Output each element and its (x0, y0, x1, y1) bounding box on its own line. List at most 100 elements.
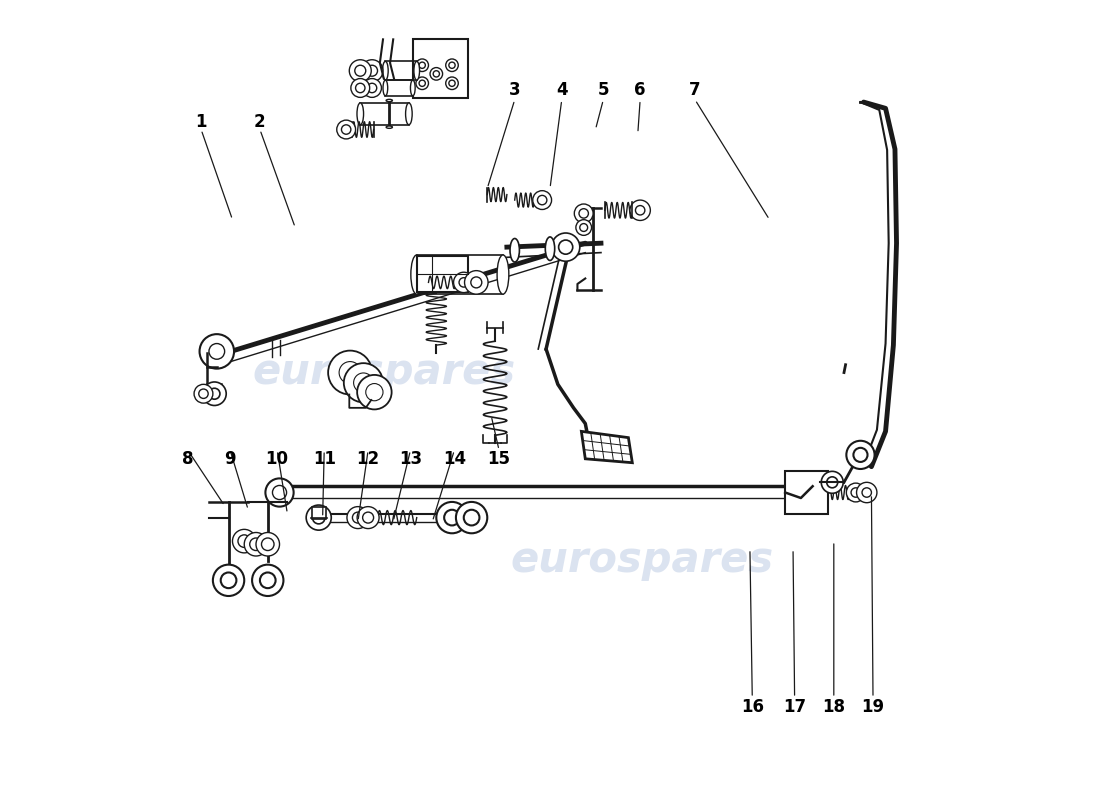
Circle shape (262, 538, 274, 550)
Circle shape (846, 441, 874, 469)
Circle shape (199, 334, 234, 369)
Text: eurospares: eurospares (510, 539, 774, 582)
Text: 17: 17 (783, 698, 806, 716)
Circle shape (851, 488, 860, 498)
Ellipse shape (383, 62, 388, 80)
Circle shape (350, 60, 371, 82)
Circle shape (363, 512, 374, 523)
Text: 16: 16 (740, 698, 763, 716)
Ellipse shape (546, 237, 554, 261)
Ellipse shape (358, 103, 364, 125)
Circle shape (416, 77, 429, 90)
Bar (417, 256, 467, 292)
Circle shape (449, 62, 455, 68)
Ellipse shape (386, 126, 393, 128)
Bar (412, 39, 468, 98)
Circle shape (453, 272, 474, 293)
Circle shape (366, 383, 383, 401)
Ellipse shape (410, 80, 415, 96)
Text: 3: 3 (509, 82, 520, 99)
Circle shape (446, 77, 459, 90)
Text: 9: 9 (224, 450, 235, 468)
Circle shape (579, 209, 588, 218)
Circle shape (358, 506, 379, 529)
Circle shape (355, 83, 365, 93)
Circle shape (538, 195, 547, 205)
Circle shape (328, 350, 372, 394)
Circle shape (846, 483, 866, 502)
Circle shape (559, 240, 573, 254)
Circle shape (194, 384, 213, 403)
Circle shape (312, 511, 324, 524)
Circle shape (209, 343, 224, 359)
Circle shape (532, 190, 551, 210)
Circle shape (358, 375, 392, 410)
Circle shape (273, 486, 287, 499)
Circle shape (367, 83, 376, 93)
Circle shape (209, 388, 220, 399)
Text: 14: 14 (443, 450, 466, 468)
Circle shape (260, 573, 276, 588)
Text: 4: 4 (556, 82, 568, 99)
Text: 2: 2 (254, 113, 266, 130)
Circle shape (464, 270, 488, 294)
Circle shape (252, 565, 284, 596)
Text: 18: 18 (823, 698, 845, 716)
Circle shape (459, 278, 469, 287)
Circle shape (551, 233, 580, 262)
Circle shape (221, 573, 236, 588)
Circle shape (353, 373, 373, 393)
Circle shape (337, 120, 355, 139)
Text: 1: 1 (196, 113, 207, 130)
Circle shape (419, 80, 426, 86)
Circle shape (449, 80, 455, 86)
Circle shape (464, 510, 480, 526)
Text: 8: 8 (182, 450, 194, 468)
Circle shape (419, 62, 426, 68)
Ellipse shape (414, 62, 419, 80)
Circle shape (446, 59, 459, 71)
Text: 13: 13 (399, 450, 422, 468)
Circle shape (827, 477, 838, 488)
Circle shape (630, 200, 650, 221)
Circle shape (636, 206, 645, 215)
Circle shape (352, 512, 363, 523)
Circle shape (361, 60, 383, 82)
Polygon shape (582, 431, 632, 462)
Circle shape (576, 220, 592, 235)
Bar (311, 507, 326, 519)
Circle shape (265, 478, 294, 506)
Text: 6: 6 (635, 82, 646, 99)
Circle shape (213, 565, 244, 596)
Circle shape (574, 204, 593, 223)
Text: 5: 5 (597, 82, 609, 99)
Circle shape (341, 125, 351, 134)
Circle shape (339, 362, 361, 383)
Text: 7: 7 (690, 82, 701, 99)
Text: eurospares: eurospares (252, 351, 515, 394)
Text: 11: 11 (312, 450, 336, 468)
Text: 12: 12 (356, 450, 380, 468)
Ellipse shape (510, 238, 519, 262)
Circle shape (455, 502, 487, 534)
Circle shape (857, 482, 877, 502)
Circle shape (244, 533, 267, 556)
Circle shape (202, 382, 227, 406)
Ellipse shape (386, 99, 393, 102)
Circle shape (854, 448, 868, 462)
Text: 19: 19 (861, 698, 884, 716)
Circle shape (346, 506, 368, 529)
Ellipse shape (410, 255, 422, 294)
Circle shape (238, 535, 251, 547)
Circle shape (471, 277, 482, 288)
Circle shape (344, 363, 383, 402)
Ellipse shape (406, 103, 412, 125)
Circle shape (444, 510, 460, 526)
Text: 15: 15 (487, 450, 510, 468)
Circle shape (862, 488, 871, 498)
Circle shape (306, 505, 331, 530)
Ellipse shape (383, 80, 387, 96)
Circle shape (430, 67, 442, 80)
Circle shape (363, 78, 382, 98)
Circle shape (416, 59, 429, 71)
